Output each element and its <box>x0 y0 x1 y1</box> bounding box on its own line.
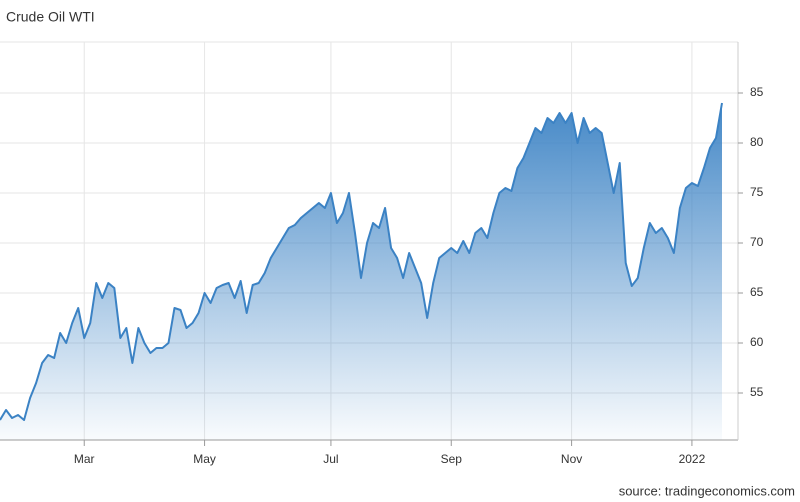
x-tick-label: 2022 <box>679 452 706 466</box>
source: source: tradingeconomics.com <box>619 483 795 498</box>
x-tick-label: May <box>193 452 216 466</box>
y-tick-label: 55 <box>750 385 764 399</box>
y-tick-label: 85 <box>750 85 764 99</box>
chart-title: Crude Oil WTI <box>6 9 95 25</box>
y-tick-label: 70 <box>750 235 764 249</box>
x-tick-label: Mar <box>74 452 95 466</box>
x-tick-label: Sep <box>441 452 463 466</box>
y-tick-label: 65 <box>750 285 764 299</box>
area <box>0 103 722 440</box>
line <box>0 102 723 421</box>
y-tick-label: 75 <box>750 185 764 199</box>
x-tick-label: Nov <box>561 452 582 466</box>
y-tick-label: 60 <box>750 335 764 349</box>
y-tick-label: 80 <box>750 135 764 149</box>
x-tick-label: Jul <box>323 452 338 466</box>
